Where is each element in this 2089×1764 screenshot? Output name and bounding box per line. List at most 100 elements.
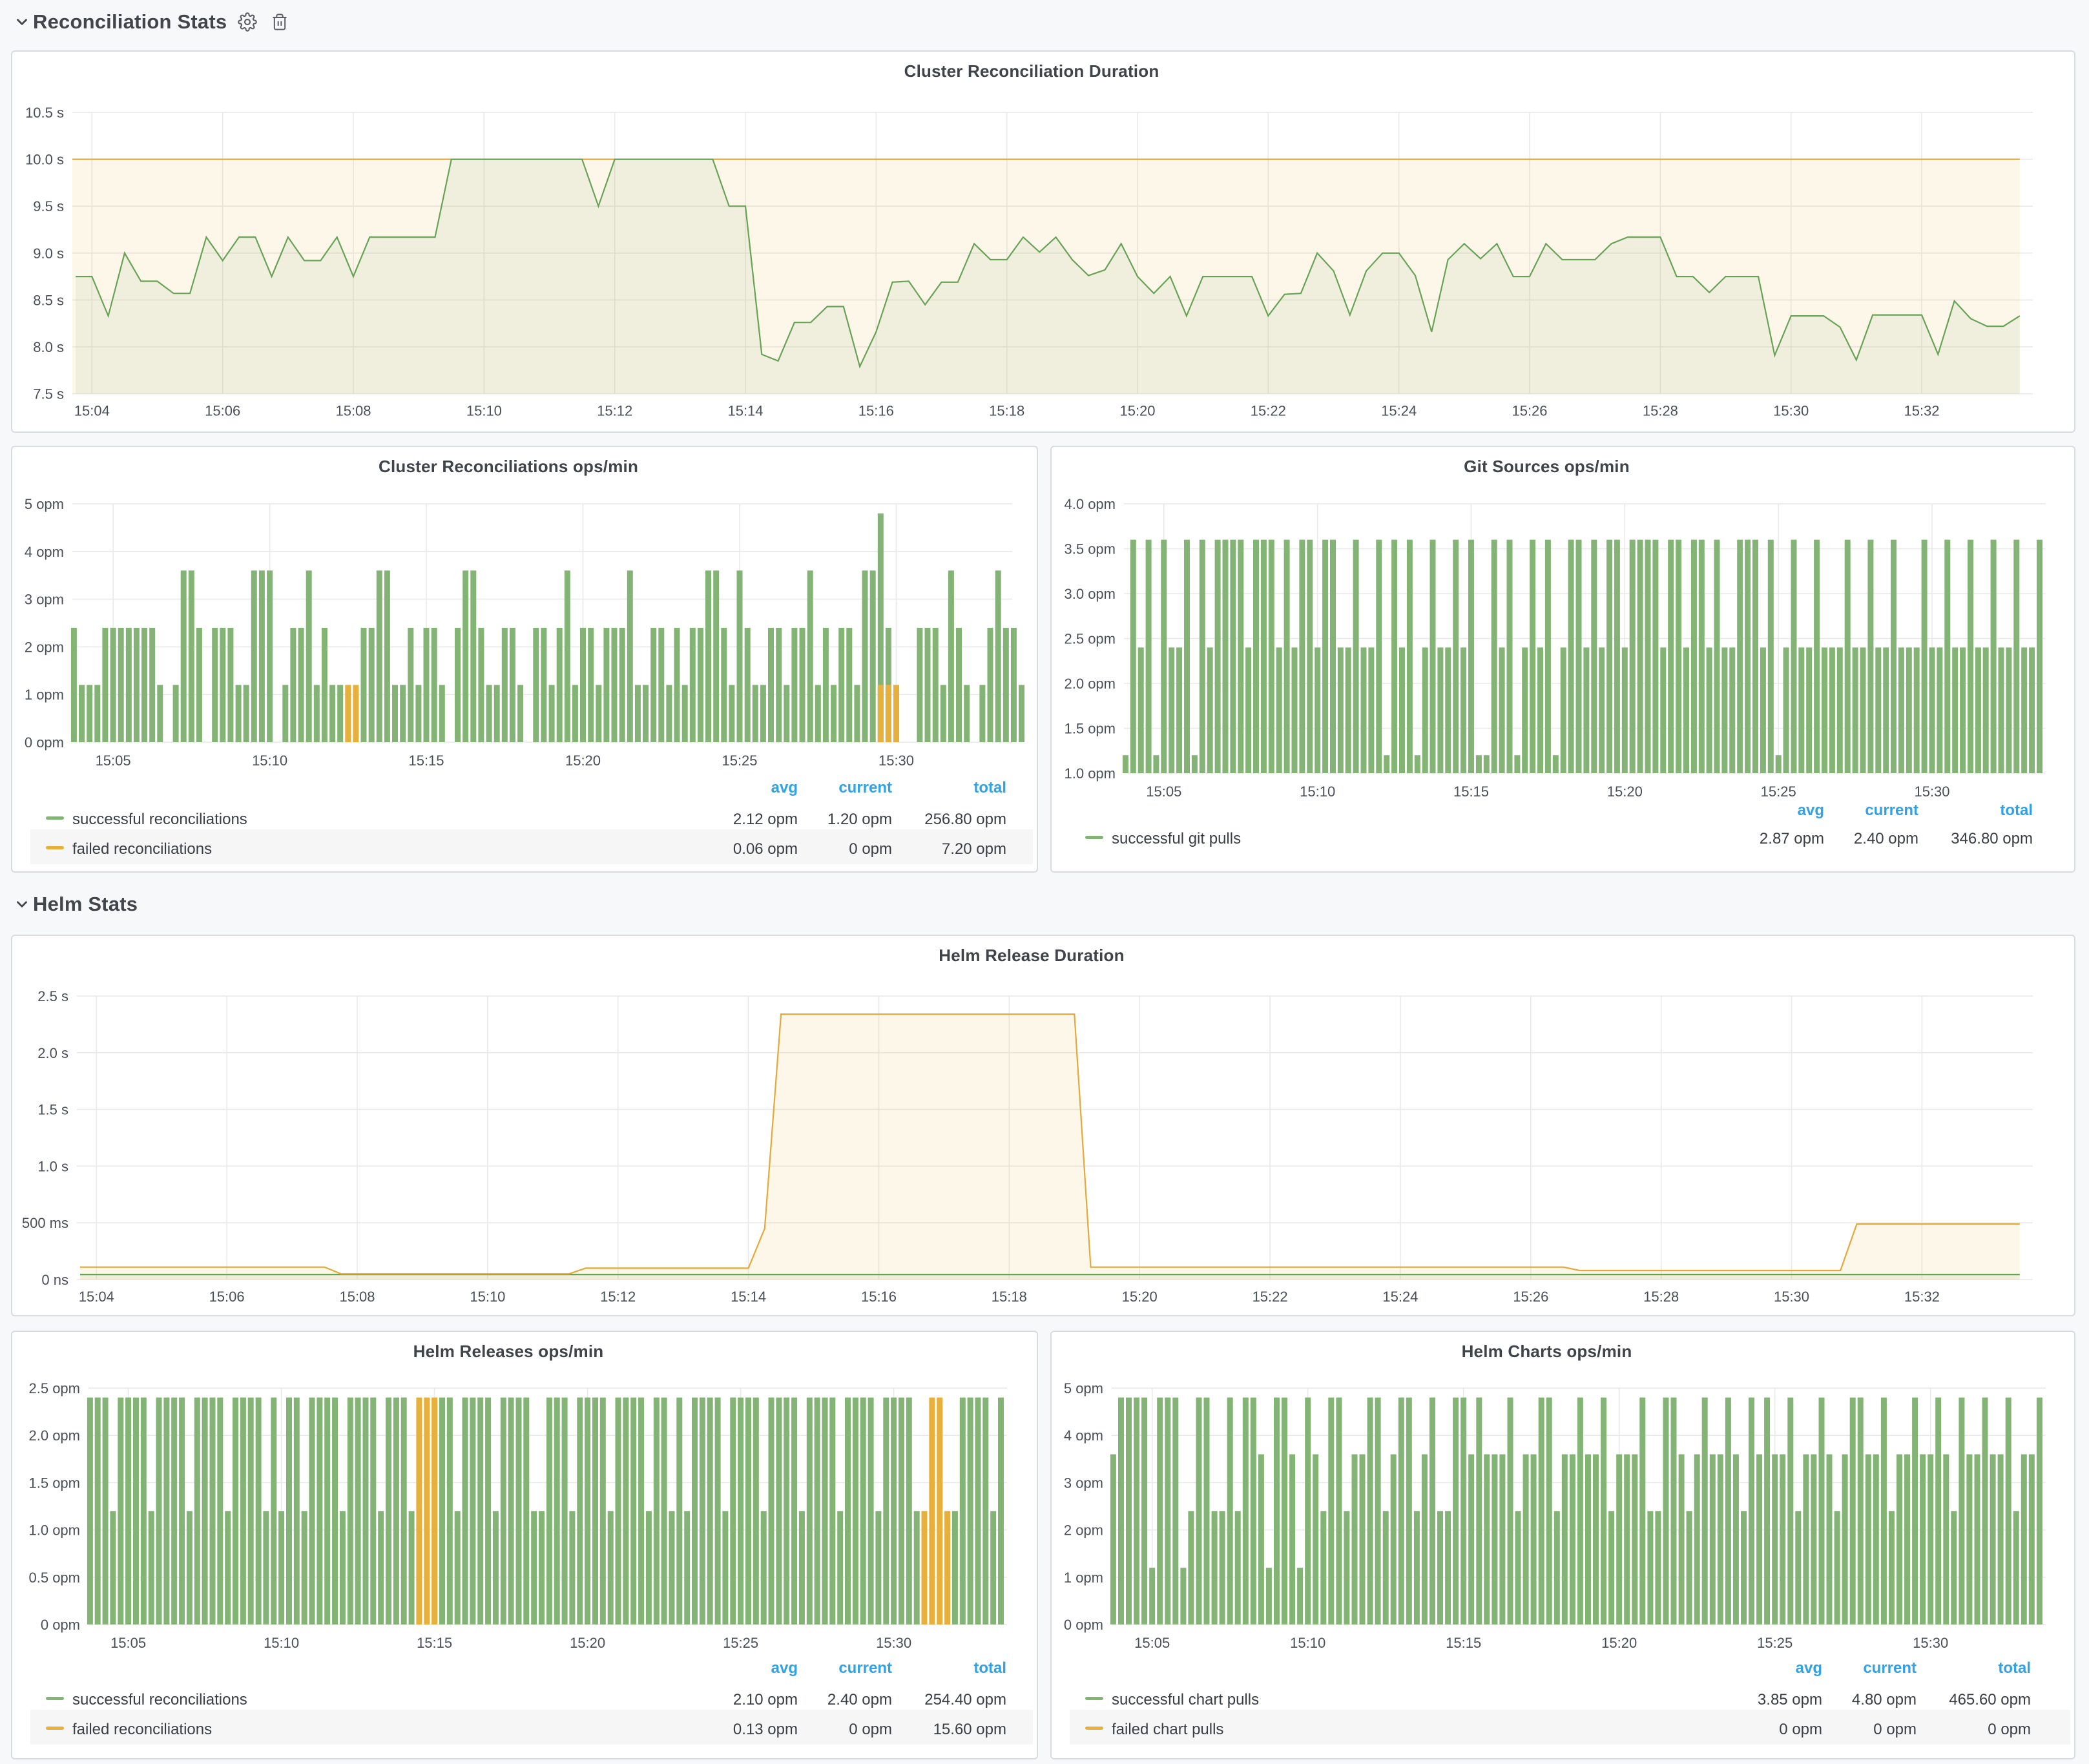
- svg-text:avg: avg: [1796, 1659, 1822, 1677]
- svg-text:15:30: 15:30: [1914, 783, 1949, 800]
- svg-text:0.5 opm: 0.5 opm: [29, 1570, 81, 1586]
- svg-text:15:04: 15:04: [79, 1289, 114, 1305]
- svg-text:2.5 opm: 2.5 opm: [29, 1380, 81, 1396]
- svg-text:15:16: 15:16: [858, 403, 894, 419]
- svg-text:2.5 opm: 2.5 opm: [1065, 631, 1116, 647]
- svg-text:10.0 s: 10.0 s: [25, 152, 64, 168]
- svg-text:15:18: 15:18: [989, 403, 1024, 419]
- svg-text:15:05: 15:05: [1134, 1635, 1170, 1651]
- svg-text:15:14: 15:14: [727, 403, 763, 419]
- svg-text:15:08: 15:08: [339, 1289, 375, 1305]
- svg-text:15:26: 15:26: [1513, 1289, 1548, 1305]
- svg-text:current: current: [1865, 802, 1918, 819]
- svg-text:15:06: 15:06: [209, 1289, 245, 1305]
- svg-text:15:10: 15:10: [1300, 783, 1335, 800]
- svg-text:15:08: 15:08: [335, 403, 371, 419]
- svg-text:15:28: 15:28: [1643, 1289, 1679, 1305]
- svg-text:10.5 s: 10.5 s: [25, 105, 64, 121]
- svg-text:5 opm: 5 opm: [1064, 1380, 1103, 1396]
- svg-text:successful reconciliations: successful reconciliations: [72, 1691, 247, 1708]
- svg-text:15:26: 15:26: [1512, 403, 1547, 419]
- svg-text:1 opm: 1 opm: [1064, 1570, 1103, 1586]
- svg-text:15:12: 15:12: [600, 1289, 636, 1305]
- svg-text:1.0 opm: 1.0 opm: [1065, 765, 1116, 782]
- svg-text:15:28: 15:28: [1643, 403, 1678, 419]
- svg-text:1.20 opm: 1.20 opm: [827, 811, 892, 828]
- svg-text:2.40 opm: 2.40 opm: [1854, 830, 1918, 847]
- svg-text:2 opm: 2 opm: [25, 639, 64, 655]
- svg-text:15:15: 15:15: [417, 1635, 452, 1651]
- svg-text:15:30: 15:30: [1913, 1635, 1948, 1651]
- svg-text:15:22: 15:22: [1252, 1289, 1288, 1305]
- svg-text:2.12 opm: 2.12 opm: [733, 811, 798, 828]
- svg-text:9.5 s: 9.5 s: [33, 198, 64, 214]
- svg-text:15:25: 15:25: [722, 752, 757, 769]
- svg-text:15:25: 15:25: [1757, 1635, 1793, 1651]
- svg-text:15:32: 15:32: [1904, 403, 1939, 419]
- svg-text:15.60 opm: 15.60 opm: [933, 1721, 1006, 1738]
- svg-text:0 opm: 0 opm: [849, 1721, 892, 1738]
- svg-text:7.20 opm: 7.20 opm: [942, 840, 1006, 858]
- svg-text:465.60 opm: 465.60 opm: [1949, 1691, 2031, 1708]
- svg-text:15:20: 15:20: [1601, 1635, 1637, 1651]
- svg-text:3.0 opm: 3.0 opm: [1065, 586, 1116, 602]
- svg-text:15:32: 15:32: [1904, 1289, 1940, 1305]
- svg-text:15:15: 15:15: [1453, 783, 1489, 800]
- svg-text:15:20: 15:20: [1122, 1289, 1158, 1305]
- svg-text:4.80 opm: 4.80 opm: [1852, 1691, 1917, 1708]
- svg-text:2.40 opm: 2.40 opm: [827, 1691, 892, 1708]
- svg-text:avg: avg: [771, 1659, 798, 1677]
- svg-text:15:06: 15:06: [205, 403, 240, 419]
- svg-text:0 opm: 0 opm: [1779, 1721, 1822, 1738]
- svg-text:15:20: 15:20: [1119, 403, 1155, 419]
- svg-text:total: total: [2000, 802, 2033, 819]
- svg-text:15:30: 15:30: [876, 1635, 911, 1651]
- svg-text:0 opm: 0 opm: [1873, 1721, 1917, 1738]
- svg-text:254.40 opm: 254.40 opm: [924, 1691, 1006, 1708]
- svg-text:current: current: [838, 779, 892, 796]
- svg-text:successful reconciliations: successful reconciliations: [72, 811, 247, 828]
- svg-text:3 opm: 3 opm: [1064, 1475, 1103, 1491]
- svg-text:7.5 s: 7.5 s: [33, 386, 64, 402]
- svg-text:0 ns: 0 ns: [41, 1272, 68, 1288]
- svg-text:2.0 opm: 2.0 opm: [1065, 676, 1116, 692]
- svg-text:15:22: 15:22: [1251, 403, 1286, 419]
- svg-text:total: total: [1998, 1659, 2031, 1677]
- svg-text:2.5 s: 2.5 s: [37, 988, 68, 1004]
- svg-text:15:20: 15:20: [1607, 783, 1643, 800]
- svg-text:1.5 opm: 1.5 opm: [29, 1475, 81, 1491]
- svg-text:2.0 s: 2.0 s: [37, 1045, 68, 1061]
- svg-text:256.80 opm: 256.80 opm: [924, 811, 1006, 828]
- svg-text:15:20: 15:20: [570, 1635, 605, 1651]
- svg-text:2.10 opm: 2.10 opm: [733, 1691, 798, 1708]
- svg-text:failed reconciliations: failed reconciliations: [72, 840, 212, 858]
- svg-text:current: current: [838, 1659, 892, 1677]
- svg-text:15:10: 15:10: [1290, 1635, 1325, 1651]
- svg-text:1.5 s: 1.5 s: [37, 1102, 68, 1118]
- svg-text:3.85 opm: 3.85 opm: [1758, 1691, 1822, 1708]
- svg-text:8.5 s: 8.5 s: [33, 292, 64, 308]
- svg-text:15:24: 15:24: [1382, 1289, 1418, 1305]
- svg-text:2.0 opm: 2.0 opm: [29, 1427, 81, 1444]
- svg-text:0.13 opm: 0.13 opm: [733, 1721, 798, 1738]
- svg-text:1.0 opm: 1.0 opm: [29, 1522, 81, 1539]
- svg-text:2.87 opm: 2.87 opm: [1760, 830, 1824, 847]
- svg-text:15:10: 15:10: [466, 403, 502, 419]
- svg-text:3.5 opm: 3.5 opm: [1065, 541, 1116, 557]
- svg-text:0 opm: 0 opm: [1988, 1721, 2031, 1738]
- svg-text:1 opm: 1 opm: [25, 687, 64, 703]
- svg-text:4 opm: 4 opm: [25, 544, 64, 560]
- svg-text:0 opm: 0 opm: [25, 734, 64, 751]
- svg-text:15:16: 15:16: [861, 1289, 897, 1305]
- svg-text:15:30: 15:30: [1774, 1289, 1809, 1305]
- svg-text:15:05: 15:05: [96, 752, 131, 769]
- svg-text:15:12: 15:12: [597, 403, 632, 419]
- svg-text:346.80 opm: 346.80 opm: [1951, 830, 2033, 847]
- svg-text:successful chart pulls: successful chart pulls: [1112, 1691, 1259, 1708]
- svg-text:15:05: 15:05: [1146, 783, 1181, 800]
- svg-text:total: total: [973, 779, 1006, 796]
- svg-text:successful git pulls: successful git pulls: [1112, 830, 1241, 847]
- svg-text:15:05: 15:05: [110, 1635, 146, 1651]
- svg-text:0 opm: 0 opm: [41, 1617, 80, 1633]
- svg-text:500 ms: 500 ms: [22, 1215, 68, 1231]
